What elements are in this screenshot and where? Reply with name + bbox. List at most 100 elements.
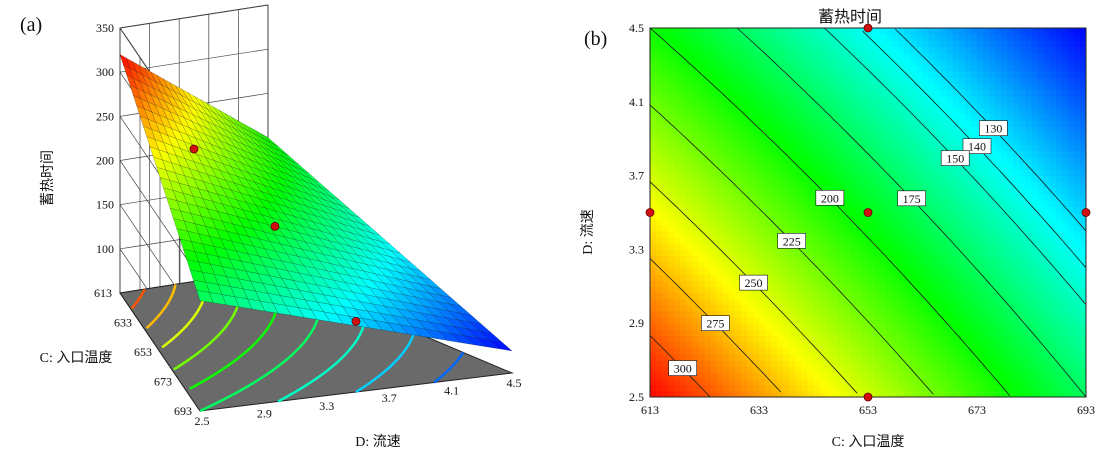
heat-cell <box>650 71 657 78</box>
heat-cell <box>801 317 809 324</box>
heat-cell <box>1001 77 1008 84</box>
heat-cell <box>837 114 845 121</box>
heat-cell <box>759 107 766 115</box>
heat-cell <box>922 77 930 84</box>
heat-cell <box>771 101 778 109</box>
heat-cell <box>674 292 681 300</box>
heat-cell <box>946 34 954 41</box>
heat-cell <box>759 101 766 109</box>
heat-cell <box>746 249 754 257</box>
heat-cell <box>1019 310 1027 318</box>
heat-cell <box>698 255 706 263</box>
heat-cell <box>898 366 905 373</box>
heat-cell <box>813 353 821 361</box>
heat-cell <box>940 341 948 349</box>
heat-cell <box>958 46 966 54</box>
heat-cell <box>759 40 766 48</box>
heat-cell <box>964 64 972 72</box>
heat-cell <box>789 95 796 103</box>
heat-cell <box>886 286 893 294</box>
heat-cell <box>946 255 954 263</box>
heat-cell <box>692 341 700 349</box>
heat-cell <box>837 83 845 91</box>
heat-cell <box>1019 292 1027 300</box>
y-tick-label: 693 <box>174 404 192 418</box>
heat-cell <box>1025 107 1033 115</box>
heat-cell <box>1079 317 1086 324</box>
heat-cell <box>1073 151 1081 158</box>
heat-cell <box>837 378 845 386</box>
heat-cell <box>722 304 730 312</box>
heat-cell <box>656 261 663 269</box>
heat-cell <box>904 181 911 189</box>
heat-cell <box>874 212 881 220</box>
heat-cell <box>740 372 748 380</box>
heat-cell <box>692 298 700 306</box>
heat-cell <box>662 89 669 97</box>
heat-cell <box>807 372 815 380</box>
heat-cell <box>964 52 972 60</box>
heat-cell <box>880 255 887 263</box>
heat-cell <box>952 304 960 312</box>
heat-cell <box>692 304 700 312</box>
heat-cell <box>728 224 736 232</box>
heat-cell <box>759 163 766 171</box>
heat-cell <box>1019 353 1027 361</box>
heat-cell <box>704 126 712 134</box>
heat-cell <box>746 206 754 214</box>
heat-cell <box>662 366 669 373</box>
heat-cell <box>746 175 754 183</box>
heat-cell <box>752 360 760 367</box>
heat-cell <box>801 384 809 392</box>
heat-cell <box>777 292 784 300</box>
heat-cell <box>910 58 918 66</box>
heat-cell <box>1001 28 1008 35</box>
heat-cell <box>734 157 742 164</box>
heat-cell <box>1025 347 1033 355</box>
heat-cell <box>746 120 754 127</box>
heat-cell <box>995 46 1002 54</box>
heat-cell <box>1079 292 1086 300</box>
heat-cell <box>946 40 954 48</box>
heat-cell <box>728 304 736 312</box>
heat-cell <box>964 206 972 214</box>
heat-cell <box>777 181 784 189</box>
heat-cell <box>886 107 893 115</box>
heat-cell <box>1043 304 1051 312</box>
heat-cell <box>704 34 712 41</box>
heat-cell <box>843 261 851 269</box>
heat-cell <box>825 34 833 41</box>
heat-cell <box>740 138 748 146</box>
heat-cell <box>946 366 954 373</box>
heat-cell <box>916 323 924 330</box>
heat-cell <box>940 40 948 48</box>
heat-cell <box>813 249 821 257</box>
heat-cell <box>1073 224 1081 232</box>
heat-cell <box>940 120 948 127</box>
heat-cell <box>692 40 700 48</box>
heat-cell <box>650 200 657 207</box>
heat-cell <box>958 175 966 183</box>
heat-cell <box>656 34 663 41</box>
heat-cell <box>825 151 833 158</box>
heat-cell <box>650 274 657 281</box>
heat-cell <box>1079 52 1086 60</box>
heat-cell <box>668 230 675 238</box>
heat-cell <box>752 310 760 318</box>
heat-cell <box>1013 206 1020 214</box>
y-tick-label: 613 <box>94 286 112 300</box>
heat-cell <box>1079 194 1086 201</box>
heat-cell <box>716 107 724 115</box>
heat-cell <box>861 224 869 232</box>
heat-cell <box>855 353 863 361</box>
heat-cell <box>795 169 802 177</box>
heat-cell <box>698 298 706 306</box>
heat-cell <box>831 64 839 72</box>
heat-cell <box>1049 261 1057 269</box>
heat-cell <box>704 28 712 35</box>
heat-cell <box>789 274 796 281</box>
heat-cell <box>734 64 742 72</box>
heat-cell <box>831 372 839 380</box>
heat-cell <box>662 280 669 287</box>
